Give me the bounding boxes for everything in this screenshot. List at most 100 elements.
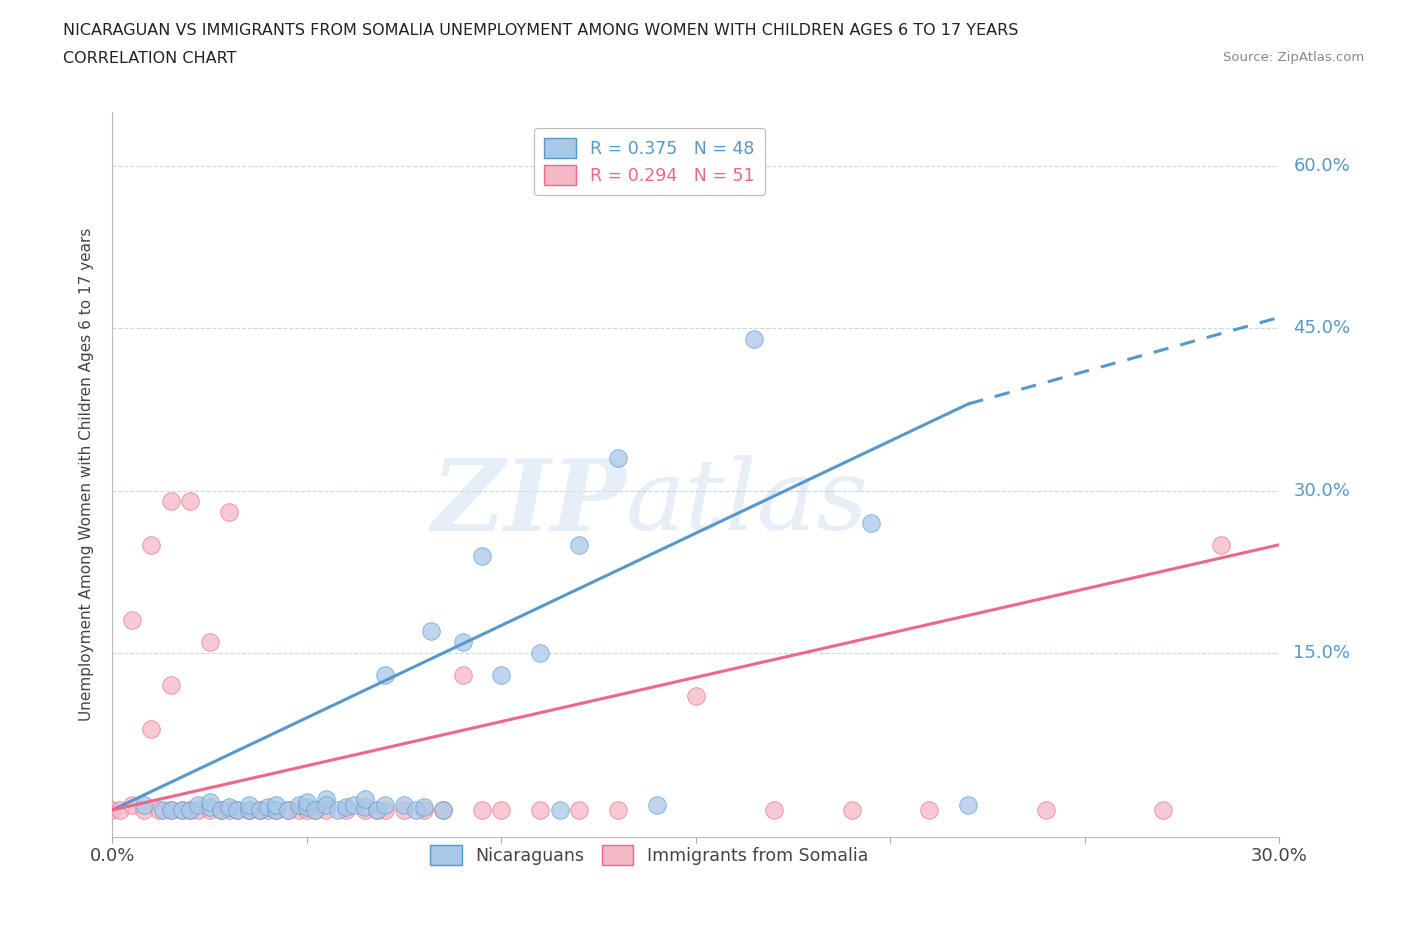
Point xyxy=(148,803,170,817)
Point xyxy=(1209,538,1232,552)
Point xyxy=(1152,803,1174,817)
Point xyxy=(335,803,357,817)
Point xyxy=(645,797,668,812)
Point xyxy=(685,689,707,704)
Point xyxy=(238,803,260,817)
Point xyxy=(160,803,183,817)
Text: CORRELATION CHART: CORRELATION CHART xyxy=(63,51,236,66)
Point xyxy=(432,803,454,817)
Point xyxy=(295,799,318,814)
Point xyxy=(198,799,221,814)
Point xyxy=(288,803,311,817)
Point xyxy=(568,538,591,552)
Point xyxy=(198,634,221,649)
Point xyxy=(141,722,163,737)
Point xyxy=(841,803,863,817)
Point xyxy=(257,803,280,817)
Point xyxy=(607,451,630,466)
Point xyxy=(432,803,454,817)
Point xyxy=(141,538,163,552)
Point xyxy=(264,797,287,812)
Point xyxy=(957,797,980,812)
Text: 60.0%: 60.0% xyxy=(1294,157,1350,175)
Point xyxy=(918,803,941,817)
Point xyxy=(295,795,318,810)
Point xyxy=(315,791,337,806)
Point xyxy=(394,803,416,817)
Point xyxy=(1035,803,1057,817)
Point xyxy=(315,797,337,812)
Point xyxy=(295,803,318,817)
Point xyxy=(238,803,260,817)
Point xyxy=(172,803,194,817)
Point xyxy=(860,515,883,530)
Point xyxy=(276,803,298,817)
Legend: Nicaraguans, Immigrants from Somalia: Nicaraguans, Immigrants from Somalia xyxy=(420,834,879,875)
Point xyxy=(335,799,357,814)
Point xyxy=(198,795,221,810)
Point xyxy=(607,803,630,817)
Text: atlas: atlas xyxy=(626,456,869,551)
Point xyxy=(374,803,396,817)
Point xyxy=(132,803,155,817)
Point xyxy=(394,797,416,812)
Point xyxy=(374,797,396,812)
Point xyxy=(304,803,326,817)
Point xyxy=(568,803,591,817)
Point xyxy=(529,803,551,817)
Text: 30.0%: 30.0% xyxy=(1294,482,1350,499)
Point xyxy=(315,803,337,817)
Point xyxy=(187,803,209,817)
Point xyxy=(110,803,132,817)
Point xyxy=(257,799,280,814)
Point xyxy=(218,803,240,817)
Text: NICARAGUAN VS IMMIGRANTS FROM SOMALIA UNEMPLOYMENT AMONG WOMEN WITH CHILDREN AGE: NICARAGUAN VS IMMIGRANTS FROM SOMALIA UN… xyxy=(63,23,1018,38)
Point xyxy=(218,505,240,520)
Point xyxy=(121,613,143,628)
Text: 45.0%: 45.0% xyxy=(1294,319,1351,338)
Point xyxy=(198,803,221,817)
Point xyxy=(264,803,287,817)
Point xyxy=(420,624,443,639)
Point xyxy=(187,797,209,812)
Point xyxy=(209,803,232,817)
Point xyxy=(238,797,260,812)
Point xyxy=(160,678,183,693)
Point xyxy=(160,803,183,817)
Text: ZIP: ZIP xyxy=(432,455,626,551)
Point xyxy=(179,494,201,509)
Text: 15.0%: 15.0% xyxy=(1294,644,1350,662)
Point xyxy=(491,803,513,817)
Point xyxy=(354,799,377,814)
Point xyxy=(374,667,396,682)
Point xyxy=(226,803,249,817)
Point xyxy=(276,803,298,817)
Point xyxy=(226,803,249,817)
Point xyxy=(121,797,143,812)
Point xyxy=(366,803,388,817)
Point xyxy=(160,494,183,509)
Point xyxy=(288,797,311,812)
Point xyxy=(529,645,551,660)
Point xyxy=(132,797,155,812)
Point xyxy=(218,799,240,814)
Point xyxy=(412,799,434,814)
Point xyxy=(471,548,494,563)
Point xyxy=(249,803,271,817)
Point xyxy=(451,634,474,649)
Point xyxy=(249,803,271,817)
Point xyxy=(366,803,388,817)
Point xyxy=(354,803,377,817)
Point xyxy=(405,803,427,817)
Point xyxy=(326,803,349,817)
Y-axis label: Unemployment Among Women with Children Ages 6 to 17 years: Unemployment Among Women with Children A… xyxy=(79,228,94,721)
Point xyxy=(412,803,434,817)
Point xyxy=(548,803,571,817)
Point xyxy=(451,667,474,682)
Point xyxy=(304,803,326,817)
Point xyxy=(762,803,785,817)
Point xyxy=(343,797,366,812)
Point xyxy=(179,803,201,817)
Point xyxy=(152,803,174,817)
Point xyxy=(179,803,201,817)
